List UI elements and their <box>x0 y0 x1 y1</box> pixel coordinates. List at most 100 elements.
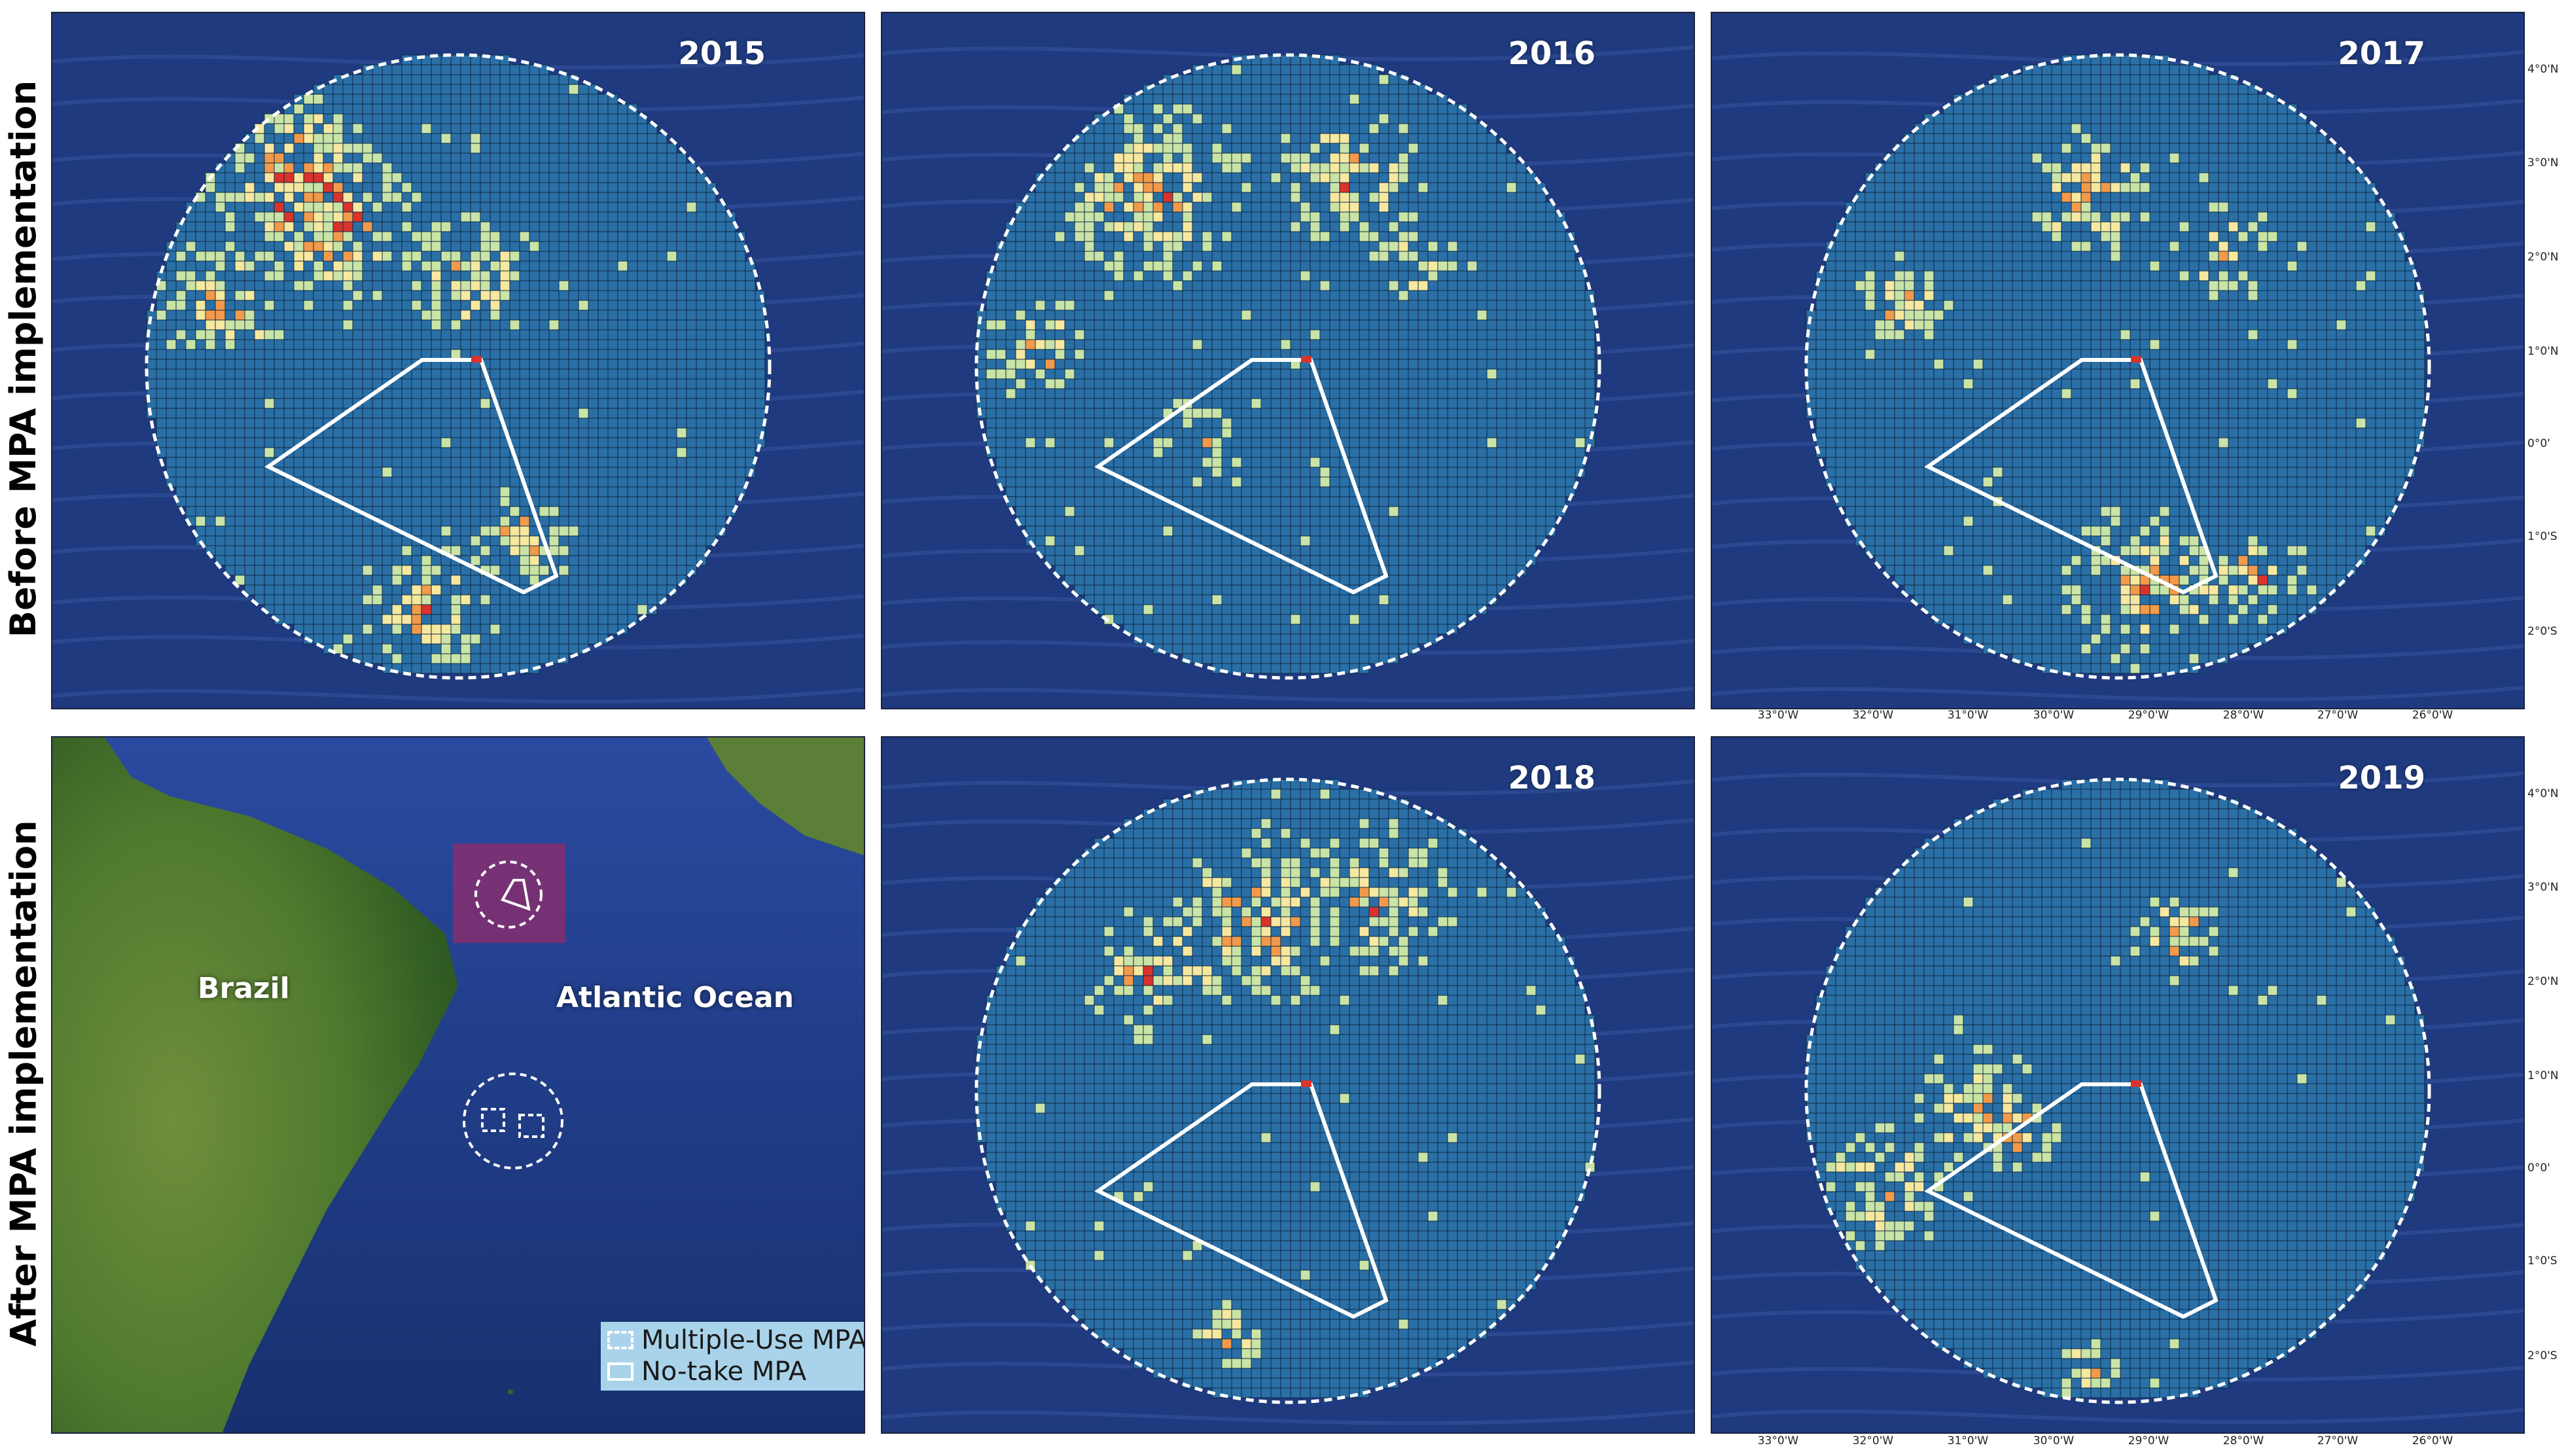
grid-cell <box>1368 300 1380 311</box>
grid-cell <box>1221 103 1232 115</box>
grid-cell <box>1152 103 1164 115</box>
grid-cell <box>156 339 167 350</box>
grid-cell <box>558 408 569 419</box>
grid-cell <box>509 614 520 625</box>
grid-cell <box>391 604 402 615</box>
grid-cell <box>332 476 344 488</box>
grid-cell <box>1280 74 1291 85</box>
grid-cell <box>372 545 383 556</box>
grid-cell <box>1300 221 1311 232</box>
grid-cell <box>637 594 648 605</box>
grid-cell <box>1319 84 1330 95</box>
grid-cell <box>1359 192 1370 203</box>
grid-cell <box>1113 339 1124 350</box>
grid-cell <box>332 359 344 370</box>
grid-cell <box>696 290 707 301</box>
grid-cell <box>1103 270 1115 281</box>
grid-cell <box>234 339 245 350</box>
grid-cell <box>1418 329 1429 340</box>
grid-cell <box>1162 270 1173 281</box>
grid-cell <box>362 555 373 566</box>
grid-cell <box>1015 339 1026 350</box>
grid-cell <box>529 84 540 95</box>
grid-cell <box>490 467 501 478</box>
grid-cell <box>1260 300 1272 311</box>
grid-cell <box>1398 349 1409 360</box>
grid-cell <box>401 300 412 311</box>
grid-cell <box>185 300 196 311</box>
grid-cell <box>460 525 471 537</box>
grid-cell <box>745 290 756 301</box>
grid-cell <box>224 545 236 556</box>
grid-cell <box>1251 378 1262 389</box>
grid-cell <box>480 270 491 281</box>
grid-cell <box>1408 260 1419 272</box>
grid-cell <box>323 202 334 213</box>
grid-cell <box>1378 103 1389 115</box>
grid-cell <box>470 123 481 134</box>
grid-cell <box>195 457 206 468</box>
grid-cell <box>1437 310 1448 321</box>
grid-cell <box>195 359 206 370</box>
grid-cell <box>1545 310 1556 321</box>
grid-cell <box>450 211 461 222</box>
grid-cell <box>715 378 726 389</box>
grid-cell <box>215 427 226 438</box>
grid-cell <box>986 388 997 399</box>
grid-cell <box>995 290 1007 301</box>
grid-cell <box>1231 280 1242 291</box>
grid-cell <box>1535 231 1546 242</box>
grid-cell <box>676 388 687 399</box>
grid-cell <box>647 231 658 242</box>
grid-cell <box>637 339 648 350</box>
grid-cell <box>1143 329 1154 340</box>
grid-cell <box>548 525 560 537</box>
grid-cell <box>313 545 324 556</box>
grid-cell <box>1290 84 1301 95</box>
grid-cell <box>1408 300 1419 311</box>
grid-cell <box>490 300 501 311</box>
grid-cell <box>519 427 530 438</box>
grid-cell <box>450 260 461 272</box>
grid-cell <box>666 417 677 429</box>
grid-cell <box>352 643 363 654</box>
grid-cell <box>715 437 726 448</box>
grid-cell <box>234 349 245 360</box>
grid-cell <box>1496 211 1507 222</box>
grid-cell <box>1516 339 1527 350</box>
grid-cell <box>440 133 452 144</box>
grid-cell <box>303 310 314 321</box>
grid-cell <box>1251 388 1262 399</box>
grid-cell <box>1172 290 1183 301</box>
grid-cell <box>352 152 363 164</box>
grid-cell <box>696 437 707 448</box>
grid-cell <box>362 378 373 389</box>
grid-cell <box>539 417 550 429</box>
grid-cell <box>332 467 344 478</box>
grid-cell <box>1015 388 1026 399</box>
grid-cell <box>313 516 324 527</box>
grid-cell <box>1408 349 1419 360</box>
grid-cell <box>986 319 997 330</box>
grid-cell <box>1182 192 1193 203</box>
grid-cell <box>274 496 285 507</box>
grid-cell <box>509 270 520 281</box>
grid-cell <box>558 496 569 507</box>
grid-cell <box>254 310 265 321</box>
grid-cell <box>637 319 648 330</box>
grid-cell <box>490 94 501 105</box>
grid-cell <box>1300 300 1311 311</box>
grid-cell <box>450 476 461 488</box>
grid-cell <box>401 584 412 595</box>
grid-cell <box>1172 388 1183 399</box>
grid-cell <box>411 172 422 183</box>
grid-cell <box>1231 339 1242 350</box>
grid-cell <box>1525 310 1537 321</box>
grid-cell <box>568 388 579 399</box>
grid-cell <box>391 486 402 497</box>
grid-cell <box>1005 359 1016 370</box>
grid-cell <box>1221 241 1232 252</box>
grid-cell <box>1506 319 1517 330</box>
grid-cell <box>715 339 726 350</box>
grid-cell <box>1349 270 1360 281</box>
